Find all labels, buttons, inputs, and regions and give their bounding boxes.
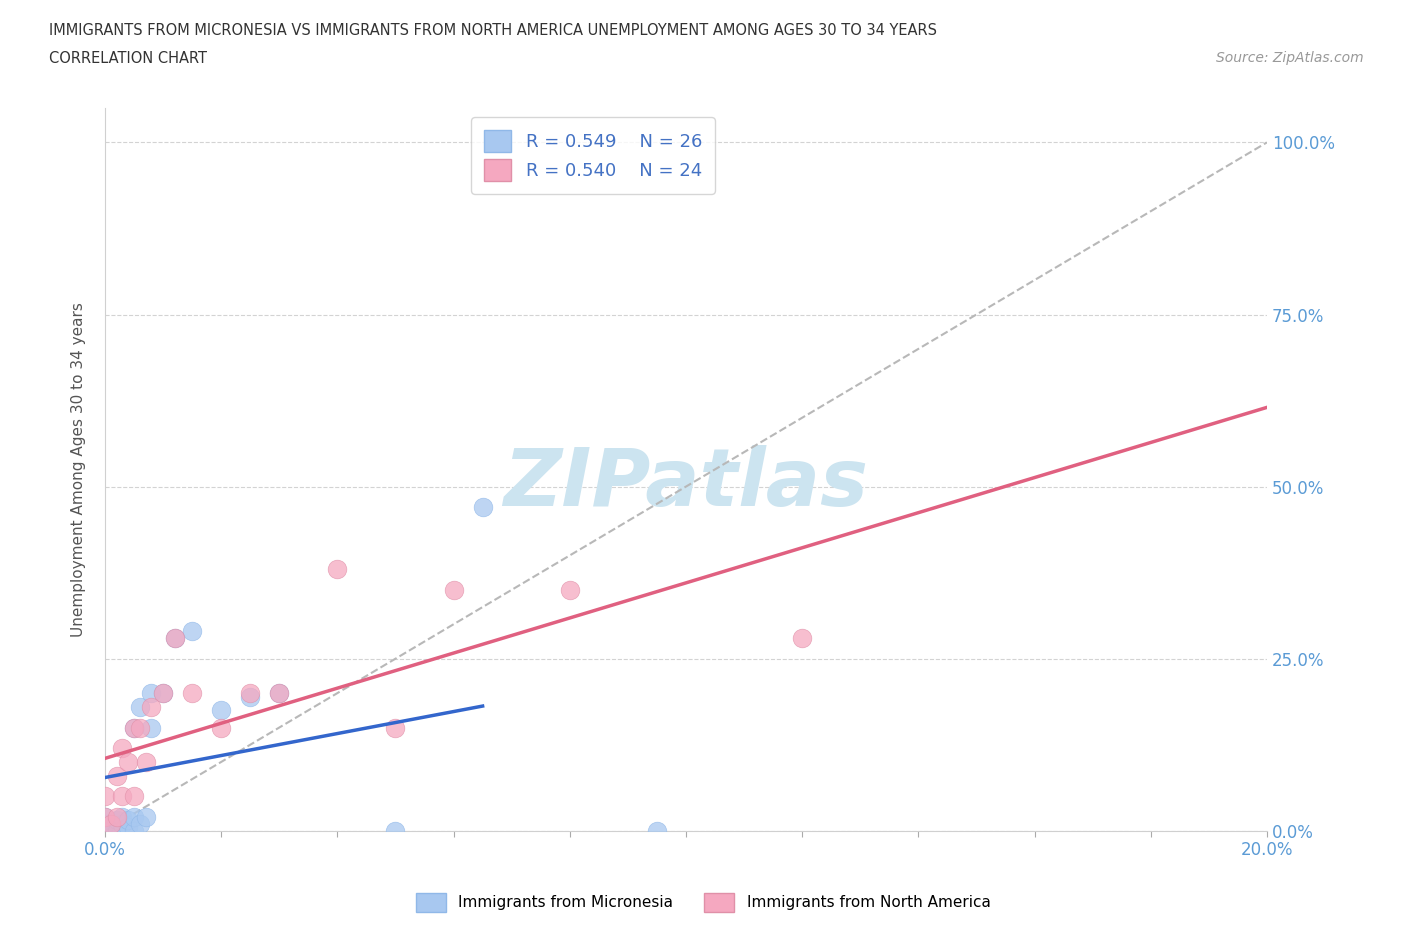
Point (384, 823, 406, 838)
Point (269, 685, 291, 700)
Point (128, 817, 150, 831)
Point (558, 582, 581, 597)
Point (94, 817, 117, 831)
Point (128, 720, 150, 735)
Point (141, 720, 163, 735)
Point (122, 720, 145, 735)
Text: IMMIGRANTS FROM MICRONESIA VS IMMIGRANTS FROM NORTH AMERICA UNEMPLOYMENT AMONG A: IMMIGRANTS FROM MICRONESIA VS IMMIGRANTS… (49, 23, 938, 38)
Legend: R = 0.549    N = 26, R = 0.540    N = 24: R = 0.549 N = 26, R = 0.540 N = 24 (471, 117, 714, 193)
Text: CORRELATION CHART: CORRELATION CHART (49, 51, 207, 66)
Point (94, 789, 117, 804)
Point (105, 810, 128, 825)
Point (117, 754, 139, 769)
Point (94, 810, 117, 825)
Point (792, 631, 814, 645)
Point (181, 685, 204, 700)
Point (105, 768, 128, 783)
Point (209, 703, 232, 718)
Point (163, 631, 186, 645)
Point (135, 754, 157, 769)
Legend: Immigrants from Micronesia, Immigrants from North America: Immigrants from Micronesia, Immigrants f… (409, 887, 997, 918)
Point (122, 720, 145, 735)
Point (122, 810, 145, 825)
Point (117, 813, 139, 828)
Point (111, 817, 134, 831)
Point (209, 720, 232, 735)
Point (152, 685, 174, 700)
Point (141, 685, 163, 700)
Point (443, 582, 465, 597)
Point (111, 740, 134, 755)
Point (111, 789, 134, 804)
Point (269, 685, 291, 700)
Point (122, 789, 145, 804)
Point (122, 823, 145, 838)
Text: ZIPatlas: ZIPatlas (503, 445, 869, 523)
Point (239, 689, 262, 704)
Point (117, 820, 139, 835)
Point (135, 810, 157, 825)
Point (94, 823, 117, 838)
Point (384, 720, 406, 735)
Y-axis label: Unemployment Among Ages 30 to 34 years: Unemployment Among Ages 30 to 34 years (72, 302, 86, 637)
Point (645, 823, 668, 838)
Point (471, 499, 494, 514)
Text: Source: ZipAtlas.com: Source: ZipAtlas.com (1216, 51, 1364, 65)
Point (141, 699, 163, 714)
Point (181, 624, 204, 639)
Point (326, 562, 349, 577)
Point (105, 823, 128, 838)
Point (128, 699, 150, 714)
Point (152, 685, 174, 700)
Point (111, 810, 134, 825)
Point (239, 685, 262, 700)
Point (105, 813, 128, 828)
Point (100, 817, 122, 831)
Point (94, 810, 117, 825)
Point (163, 631, 186, 645)
